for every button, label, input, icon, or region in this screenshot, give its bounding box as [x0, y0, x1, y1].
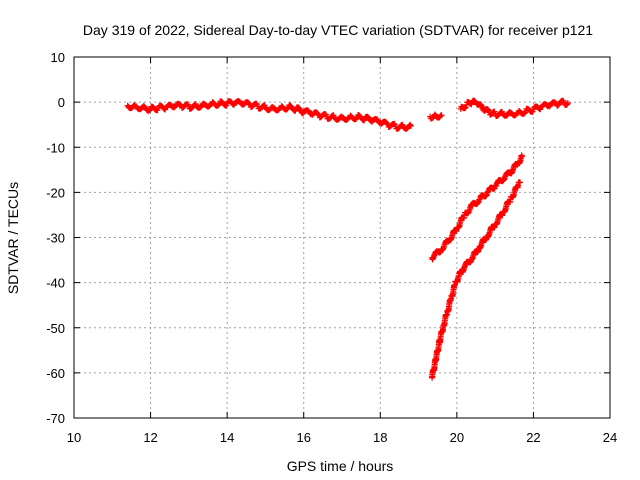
x-tick-label: 22	[526, 430, 540, 445]
data-series	[429, 179, 523, 381]
x-tick-label: 12	[143, 430, 157, 445]
data-points	[124, 97, 571, 381]
y-tick-label: -70	[46, 411, 65, 426]
data-series	[124, 98, 414, 132]
chart-title: Day 319 of 2022, Sidereal Day-to-day VTE…	[83, 22, 593, 38]
y-tick-label: -10	[46, 140, 65, 155]
series-markers	[124, 98, 414, 132]
x-axis-label: GPS time / hours	[287, 458, 394, 474]
x-tick-label: 18	[373, 430, 387, 445]
series-markers	[429, 152, 525, 263]
x-tick-label: 14	[220, 430, 234, 445]
y-tick-label: 10	[51, 50, 65, 65]
x-tick-label: 24	[603, 430, 617, 445]
y-tick-label: -30	[46, 231, 65, 246]
y-axis-label: SDTVAR / TECUs	[5, 182, 21, 294]
data-series	[427, 97, 571, 122]
data-series	[429, 152, 525, 263]
series-markers	[427, 97, 571, 122]
grid-lines	[74, 57, 610, 418]
y-tick-label: -20	[46, 185, 65, 200]
y-tick-label: -60	[46, 366, 65, 381]
y-tick-label: -40	[46, 276, 65, 291]
axis-ticks: 10 12 14 16 18 20 22 24 10 0 -10 -20 -30 -40 -50 -60 -70	[46, 50, 617, 445]
y-tick-label: -50	[46, 321, 65, 336]
x-tick-label: 20	[450, 430, 464, 445]
series-markers	[429, 179, 523, 381]
y-tick-label: 0	[58, 95, 65, 110]
x-tick-label: 10	[67, 430, 81, 445]
x-tick-label: 16	[296, 430, 310, 445]
